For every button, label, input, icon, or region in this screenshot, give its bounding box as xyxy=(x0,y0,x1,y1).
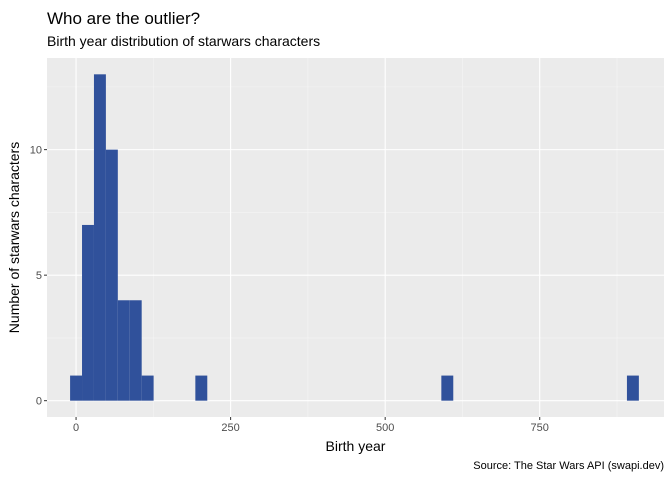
y-tick-label: 10 xyxy=(30,145,42,157)
x-axis-title: Birth year xyxy=(326,438,386,454)
histogram-bar xyxy=(441,375,454,401)
histogram-bar xyxy=(195,375,208,401)
grid-lines xyxy=(47,58,664,417)
chart-title: Who are the outlier? xyxy=(47,9,200,28)
histogram-bar xyxy=(70,375,83,401)
x-tick-label: 250 xyxy=(221,422,239,434)
plot-panel xyxy=(47,58,664,417)
y-tick-label: 5 xyxy=(36,270,42,282)
histogram-bar xyxy=(117,300,130,401)
x-tick-label: 0 xyxy=(73,422,79,434)
histogram-bar xyxy=(93,74,106,401)
bars xyxy=(70,74,639,401)
y-axis-title: Number of starwars characters xyxy=(6,142,22,333)
chart-subtitle: Birth year distribution of starwars char… xyxy=(47,33,320,49)
y-tick-label: 0 xyxy=(36,396,42,408)
histogram-bar xyxy=(105,149,118,401)
x-tick-label: 750 xyxy=(531,422,549,434)
histogram-bar xyxy=(141,375,154,401)
x-tick-label: 500 xyxy=(376,422,394,434)
histogram-bar xyxy=(82,224,94,401)
chart-caption: Source: The Star Wars API (swapi.dev) xyxy=(473,460,664,472)
axis-ticks: 0 250 500 750 0 5 10 xyxy=(30,145,549,434)
histogram-bar xyxy=(626,375,639,401)
histogram-bar xyxy=(129,300,142,401)
